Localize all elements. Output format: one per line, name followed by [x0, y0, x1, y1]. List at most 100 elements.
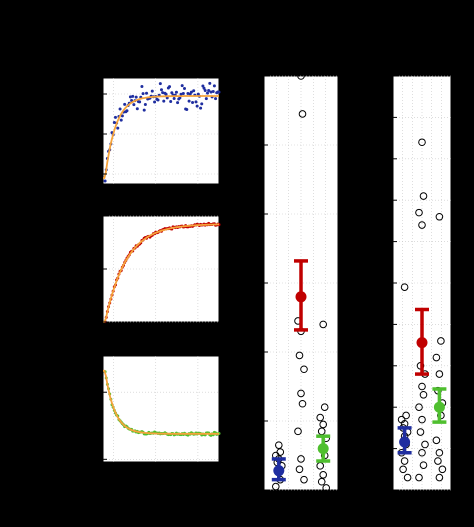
outlier-tau-tt-1 [419, 192, 428, 200]
category-label-A-tt-sub: tt [301, 502, 308, 516]
data-point-ll-60 [172, 96, 176, 100]
data-point-ll-94 [211, 90, 215, 94]
outlier-A-lt-2 [316, 413, 325, 422]
ylabel-lt-base: ε [41, 420, 60, 428]
data-point-ll-30 [138, 100, 142, 104]
data-point-ll-35 [143, 103, 147, 107]
ylabel-ll-sup: δ+ [34, 135, 49, 150]
data-point-ll-65 [178, 96, 182, 100]
outlier-A-tt-10 [295, 465, 304, 474]
ytick-label-tau-9: 0.05 [357, 441, 388, 458]
outlier-tau-tt-11 [421, 440, 429, 449]
outlier-tau-ll-1 [402, 411, 410, 420]
data-point-ll-88 [204, 97, 208, 101]
ytick-label-ll-2: 2.8 [77, 166, 99, 183]
category-label-tau-tt-base: ε [415, 496, 422, 513]
ytick-label-tau-3: 0.35 [357, 192, 388, 209]
ytick-label-A-2: 0.04 [228, 206, 259, 223]
ylabel-lt-sup: δ+ [34, 413, 49, 428]
outlier-tau-ll-0 [400, 283, 409, 291]
ytick-label-tau-8: 0.1 [366, 399, 388, 416]
category-label-tau-ll-sub: ll [405, 502, 410, 516]
data-point-ll-14 [119, 118, 123, 122]
category-label-A-lt-sub: lt [324, 502, 331, 516]
outlier-tau-ll-11 [403, 473, 412, 482]
outlier-A-tt-5 [300, 365, 308, 374]
category-label-A-lt-base: ε [317, 496, 324, 513]
ylabel-tt-text: εttδ+ [-] [34, 250, 64, 289]
category-label-tau-tt-sub: tt [422, 502, 429, 516]
ytick-label-tau-2: 0.4 [366, 151, 388, 168]
ytick-label-tt-1: 0.12 [68, 261, 99, 278]
category-label-A-tt: εtt [294, 496, 308, 516]
outlier-A-ll-0 [275, 441, 283, 449]
category-label-tau-tt: εtt [415, 496, 429, 516]
outlier-A-tt-6 [297, 389, 305, 398]
outlier-tau-tt-2 [415, 208, 423, 217]
ylabel-lt-sub: lt [49, 413, 64, 420]
category-label-tau-lt: εlt [433, 496, 447, 516]
ytick-label-tau-0: 0.5 [366, 68, 388, 85]
data-point-ll-0 [103, 179, 107, 183]
ylabel-ll: εllδ+ [-] [34, 112, 64, 150]
data-point-ll-89 [205, 91, 209, 95]
data-point-ll-67 [180, 84, 184, 88]
data-point-ll-86 [202, 86, 206, 90]
mean-marker-A-ll [273, 465, 285, 477]
outlier-tau-ll-10 [399, 465, 407, 474]
data-point-ll-75 [189, 90, 193, 94]
outlier-A-tt-4 [295, 351, 304, 360]
mean-marker-tau-ll [399, 436, 411, 448]
ytick-label-A-0: 0.06 [228, 68, 259, 85]
category-label-tau-lt-base: ε [433, 496, 440, 513]
data-point-ll-99 [217, 90, 221, 94]
outlier-A-tt-7 [298, 399, 307, 408]
outlier-A-tt-1 [298, 110, 307, 118]
ytick-label-tau-5: 0.25 [357, 275, 388, 292]
data-point-ll-48 [158, 82, 162, 86]
data-point-ll-90 [207, 89, 211, 93]
data-point-ll-8 [112, 120, 116, 124]
mean-marker-A-lt [317, 443, 329, 455]
data-point-ll-28 [135, 107, 139, 111]
ytick-label-A-5: 0.01 [228, 413, 259, 430]
ylabel-tt-sup: δ+ [34, 273, 49, 288]
outlier-tau-tt-9 [418, 415, 426, 424]
ytick-label-lt-0: -5 [85, 384, 99, 401]
title-A: A [-] [276, 50, 310, 71]
category-label-A-lt: εlt [317, 496, 331, 516]
outlier-tau-tt-13 [419, 461, 428, 469]
data-point-ll-27 [134, 95, 138, 99]
data-point-ll-66 [179, 92, 183, 96]
outlier-tau-tt-0 [418, 138, 426, 147]
outlier-tau-ll-9 [400, 457, 409, 465]
outlier-tau-lt-8 [432, 436, 441, 445]
data-point-ll-13 [118, 107, 122, 111]
outlier-tau-tt-8 [415, 403, 423, 412]
data-point-ll-43 [153, 100, 157, 104]
ytick-label-tau-4: 0.3 [366, 234, 388, 251]
outlier-A-lt-1 [320, 403, 329, 412]
ytick-label-A-4: 0.02 [228, 344, 259, 361]
panel-lt [102, 355, 220, 463]
data-point-ll-36 [145, 91, 149, 95]
outlier-A-tt-8 [294, 427, 302, 436]
data-point-ll-84 [200, 102, 204, 106]
ytick-label-A-3: 0.03 [228, 275, 259, 292]
outlier-tau-lt-2 [432, 353, 441, 362]
data-point-ll-17 [123, 102, 127, 106]
outlier-tau-tt-6 [418, 382, 426, 391]
data-point-ll-34 [142, 108, 146, 112]
ylabel-tt: εttδ+ [-] [34, 250, 64, 289]
data-point-ll-46 [156, 98, 160, 102]
data-point-ll-25 [132, 103, 136, 107]
category-label-tau-ll-base: ε [398, 496, 405, 513]
outlier-A-tt-0 [297, 72, 305, 80]
xtick-label-lt-0: 6.2 [102, 468, 124, 485]
outlier-A-tt-11 [300, 475, 308, 484]
outlier-tau-lt-10 [434, 457, 442, 465]
data-point-ll-53 [164, 92, 168, 96]
data-point-ll-72 [186, 92, 190, 96]
ytick-label-tt-0: 0.14 [68, 208, 99, 225]
data-point-ll-24 [131, 94, 135, 98]
